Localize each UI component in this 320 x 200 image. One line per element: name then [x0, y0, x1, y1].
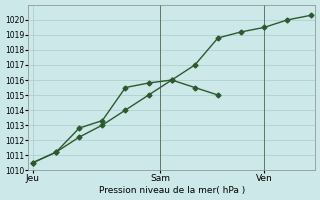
X-axis label: Pression niveau de la mer( hPa ): Pression niveau de la mer( hPa ) — [99, 186, 245, 195]
